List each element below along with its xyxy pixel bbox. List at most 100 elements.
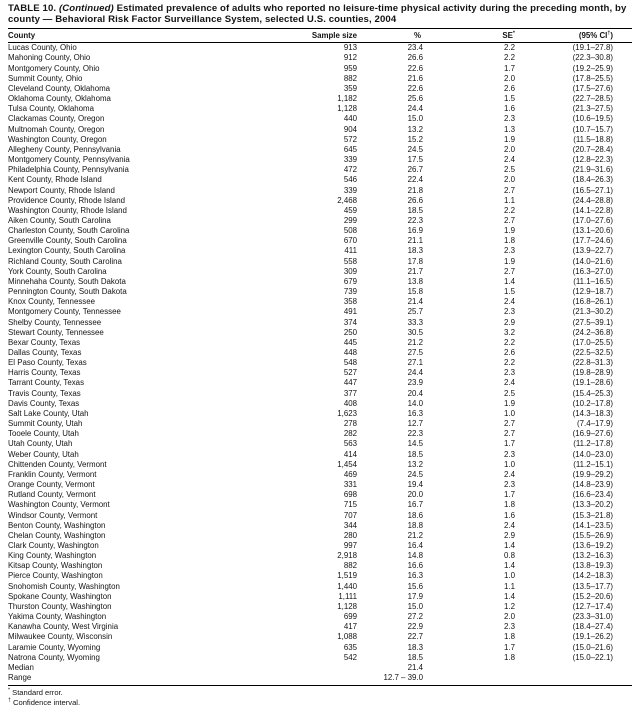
pct-cell: 14.8: [407, 551, 423, 561]
ci-cell: (19.1–27.8): [572, 43, 613, 53]
pct-cell: 22.4: [407, 175, 423, 185]
county-cell: Kent County, Rhode Island: [8, 175, 102, 185]
table-row: Richland County, South Carolina 558 17.8 1.…: [8, 257, 632, 267]
ci-cell: (22.8–31.3): [572, 358, 613, 368]
county-cell: Pierce County, Washington: [8, 571, 103, 581]
county-cell: Orange County, Vermont: [8, 480, 95, 490]
se-cell: 1.8: [504, 500, 515, 510]
county-cell: Oklahoma County, Oklahoma: [8, 94, 111, 104]
se-cell: 1.9: [504, 134, 515, 144]
table-row: Windsor County, Vermont 707 18.6 1.6 (15.3–2…: [8, 511, 632, 521]
se-cell: 1.0: [504, 408, 515, 418]
pct-cell: 16.4: [407, 540, 423, 550]
ci-cell: (17.7–24.6): [572, 236, 613, 246]
se-cell: 2.9: [504, 530, 515, 540]
ci-cell: (12.9–18.7): [572, 287, 613, 297]
county-cell: Summit County, Utah: [8, 419, 83, 429]
sample-size-cell: 542: [343, 652, 357, 662]
summary-row: Range 12.7 – 39.0: [8, 673, 632, 686]
table-row: Kent County, Rhode Island 546 22.4 2.0 (18.4…: [8, 175, 632, 185]
county-cell: Kitsap County, Washington: [8, 561, 103, 571]
pct-cell: 21.8: [407, 185, 423, 195]
sample-size-cell: 1,088: [337, 632, 357, 642]
county-cell: Pennington County, South Dakota: [8, 287, 127, 297]
se-cell: 1.3: [504, 124, 515, 134]
column-header-pct: %: [357, 27, 423, 44]
pct-cell: 21.4: [407, 662, 423, 672]
se-cell: 1.8: [504, 632, 515, 642]
sample-size-cell: [304, 673, 357, 686]
table-row: Bexar County, Texas 445 21.2 2.2 (17.0–25.5): [8, 338, 632, 348]
sample-size-cell: 679: [343, 276, 357, 286]
se-cell: 2.2: [504, 53, 515, 63]
ci-cell: (14.1–23.5): [572, 520, 613, 530]
ci-cell: (19.2–25.9): [572, 63, 613, 73]
pct-cell: 24.4: [407, 104, 423, 114]
table-row: Montgomery County, Pennsylvania 339 17.5 2.…: [8, 155, 632, 165]
se-cell: 1.6: [504, 104, 515, 114]
county-cell: Salt Lake County, Utah: [8, 408, 89, 418]
se-cell: 2.3: [504, 622, 515, 632]
sample-size-cell: 309: [343, 266, 357, 276]
sample-size-cell: 359: [343, 83, 357, 93]
ci-cell: (13.5–17.7): [572, 581, 613, 591]
county-cell: Chittenden County, Vermont: [8, 459, 107, 469]
county-cell: Stewart County, Tennessee: [8, 327, 104, 337]
sample-size-cell: 339: [343, 185, 357, 195]
column-header-sample-size: Sample size: [304, 27, 357, 44]
county-cell: Montgomery County, Tennessee: [8, 307, 121, 317]
se-cell: 2.0: [504, 175, 515, 185]
county-cell: Washington County, Vermont: [8, 500, 110, 510]
county-cell: Newport County, Rhode Island: [8, 185, 115, 195]
pct-cell: 14.5: [407, 439, 423, 449]
ci-cell: (19.1–26.2): [572, 632, 613, 642]
sample-size-cell: 278: [343, 419, 357, 429]
county-cell: Lucas County, Ohio: [8, 43, 77, 53]
pct-cell: 26.7: [407, 165, 423, 175]
se-cell: 2.0: [504, 144, 515, 154]
table-row: Yakima County, Washington 699 27.2 2.0 (23.3…: [8, 612, 632, 622]
sample-size-cell: 1,440: [337, 581, 357, 591]
ci-cell: (13.6–19.2): [572, 540, 613, 550]
table-row: Weber County, Utah 414 18.5 2.3 (14.0–23.0): [8, 450, 632, 460]
sample-size-cell: 739: [343, 287, 357, 297]
sample-size-cell: 904: [343, 124, 357, 134]
ci-cell: (10.2–17.8): [572, 398, 613, 408]
table-row: Harris County, Texas 527 24.4 2.3 (19.8–28.9…: [8, 368, 632, 378]
pct-cell: 16.7: [407, 500, 423, 510]
table-row: King County, Washington 2,918 14.8 0.8 (13.2…: [8, 551, 632, 561]
ci-cell: (13.3–20.2): [572, 500, 613, 510]
sample-size-cell: 299: [343, 215, 357, 225]
table-row: Davis County, Texas 408 14.0 1.9 (10.2–17.8): [8, 399, 632, 409]
pct-cell: 21.4: [407, 297, 423, 307]
se-cell: 2.4: [504, 378, 515, 388]
table-row: Cleveland County, Oklahoma 359 22.6 2.6 (17.…: [8, 84, 632, 94]
pct-cell: 15.2: [407, 134, 423, 144]
county-cell: Travis County, Texas: [8, 388, 81, 398]
se-cell: 2.0: [504, 73, 515, 83]
ci-cell: (17.0–27.6): [572, 215, 613, 225]
ci-cell: (11.5–18.8): [573, 134, 613, 144]
table-row: Mahoning County, Ohio 912 26.6 2.2 (22.3–30.…: [8, 53, 632, 63]
county-cell: Aiken County, South Carolina: [8, 215, 111, 225]
se-cell: 2.7: [504, 185, 515, 195]
ci-cell: (20.7–28.4): [572, 144, 613, 154]
ci-cell: (12.7–17.4): [572, 601, 613, 611]
ci-cell: (15.4–25.3): [572, 388, 613, 398]
pct-cell: 23.4: [407, 43, 423, 53]
table-body: Lucas County, Ohio 913 23.4 2.2 (19.1–27.8) M…: [8, 43, 632, 686]
sample-size-cell: 491: [343, 307, 357, 317]
ci-cell: (22.3–30.8): [572, 53, 613, 63]
county-cell: Bexar County, Texas: [8, 337, 81, 347]
ci-cell: (12.8–22.3): [572, 155, 613, 165]
ci-cell: (10.7–15.7): [572, 124, 613, 134]
se-cell: 1.4: [504, 591, 515, 601]
sample-size-cell: 546: [343, 175, 357, 185]
county-cell: Franklin County, Vermont: [8, 469, 97, 479]
se-cell: 0.8: [504, 551, 515, 561]
ci-cell: [515, 663, 632, 673]
sample-size-cell: 2,918: [337, 551, 357, 561]
pct-cell: 16.9: [407, 226, 423, 236]
pct-cell: 21.1: [407, 236, 423, 246]
table-row: Kitsap County, Washington 882 16.6 1.4 (13.8…: [8, 561, 632, 571]
